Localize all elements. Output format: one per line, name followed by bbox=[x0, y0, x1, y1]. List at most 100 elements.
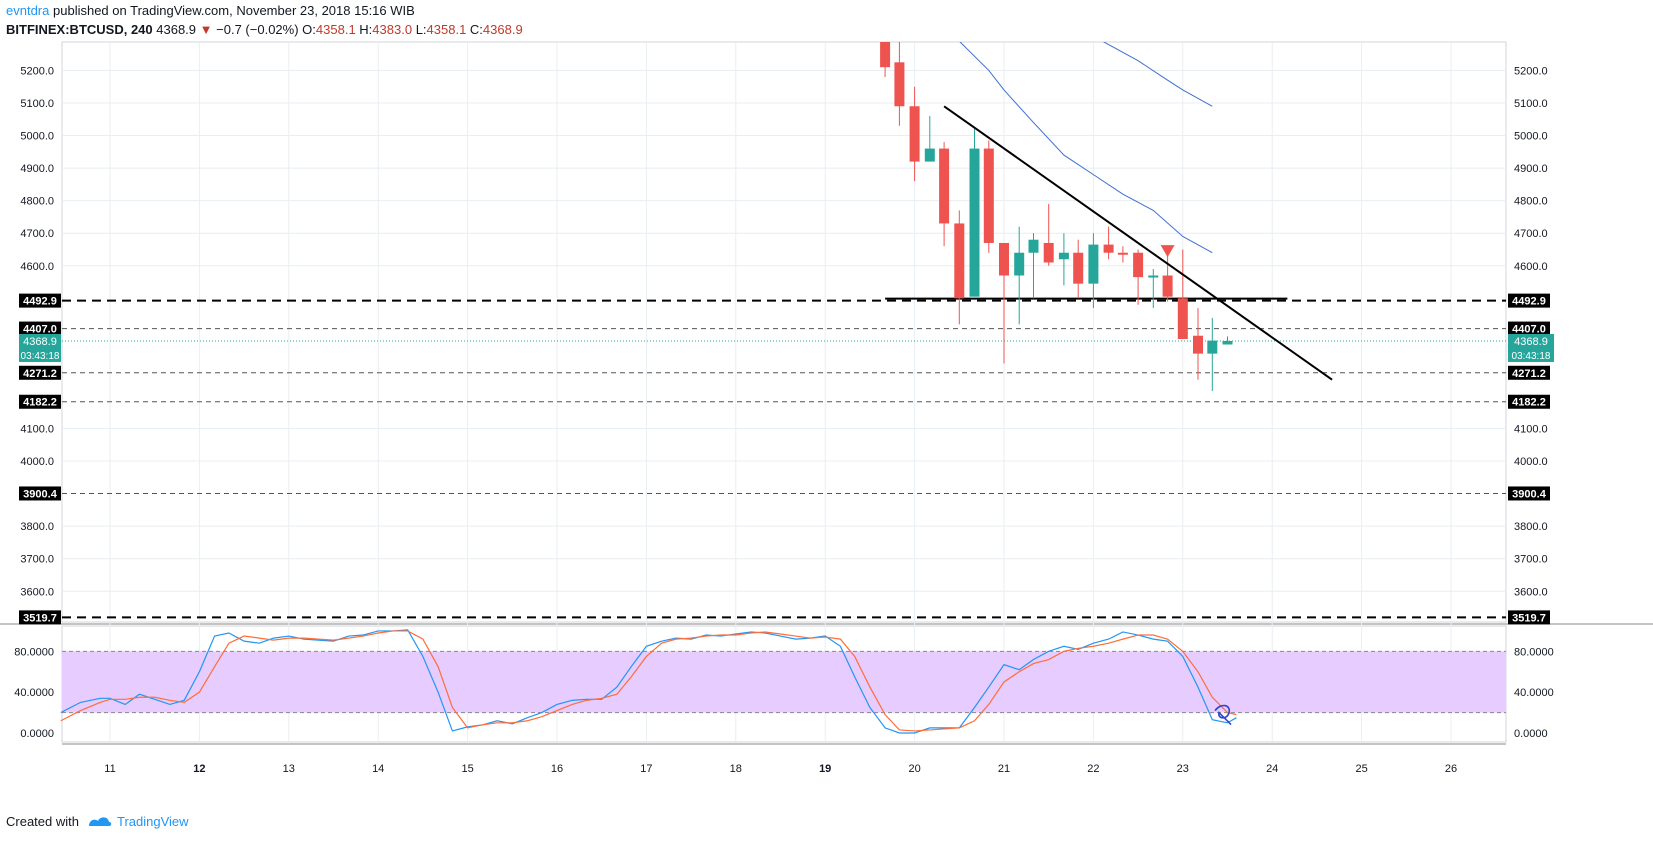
candle-body bbox=[1014, 252, 1025, 276]
last-price-tag-left bbox=[19, 333, 61, 362]
author-link[interactable]: evntdra bbox=[6, 3, 50, 18]
last-price-tag-right bbox=[1508, 333, 1554, 362]
osc-tick-label-left: 40.0000 bbox=[14, 687, 54, 699]
candle-body bbox=[1058, 252, 1069, 260]
candle-body bbox=[1088, 244, 1099, 284]
x-tick-label: 14 bbox=[372, 763, 384, 775]
last-value: 4368.9 bbox=[156, 22, 197, 37]
y-tick-label-left: 4800.0 bbox=[20, 196, 54, 208]
candle-body bbox=[1148, 275, 1159, 278]
countdown-label-left: 03:43:18 bbox=[21, 351, 60, 362]
x-tick-label: 22 bbox=[1087, 763, 1099, 775]
publication-line: evntdra published on TradingView.com, No… bbox=[6, 3, 415, 18]
symbol-label[interactable]: BITFINEX:BTCUSD, 240 bbox=[6, 22, 153, 37]
annotation-curve bbox=[1214, 704, 1232, 726]
y-tick-label-left: 4600.0 bbox=[20, 261, 54, 273]
level-label-left: 4271.2 bbox=[23, 368, 57, 380]
osc-tick-label-right: 40.0000 bbox=[1514, 687, 1554, 699]
y-tick-label-right: 4700.0 bbox=[1514, 228, 1548, 240]
level-tag-left bbox=[19, 486, 61, 501]
candle-body bbox=[969, 148, 980, 297]
level-label-right: 4271.2 bbox=[1512, 368, 1546, 380]
level-label-right: 3900.4 bbox=[1512, 488, 1547, 500]
y-tick-label-left: 3700.0 bbox=[20, 554, 54, 566]
y-tick-label-left: 5100.0 bbox=[20, 98, 54, 110]
y-tick-label-left: 4000.0 bbox=[20, 456, 54, 468]
y-tick-label-right: 4000.0 bbox=[1514, 456, 1548, 468]
candle-body bbox=[999, 242, 1009, 276]
tradingview-brand-link[interactable]: TradingView bbox=[116, 814, 189, 829]
footer: Created with TradingView bbox=[6, 814, 189, 831]
published-text: published on TradingView.com, November 2… bbox=[53, 3, 415, 18]
y-tick-label-right: 5100.0 bbox=[1514, 98, 1548, 110]
down-arrow-icon: ▼ bbox=[199, 22, 213, 37]
y-tick-label-right: 3600.0 bbox=[1514, 586, 1548, 598]
y-tick-label-left: 4900.0 bbox=[20, 163, 54, 175]
low-label: L: bbox=[415, 22, 427, 37]
x-tick-label: 25 bbox=[1355, 763, 1367, 775]
trendline bbox=[943, 105, 1333, 381]
y-tick-label-left: 4100.0 bbox=[20, 424, 54, 436]
level-label-left: 4182.2 bbox=[23, 397, 57, 409]
y-tick-label-right: 4600.0 bbox=[1514, 261, 1548, 273]
high-value: 4383.0 bbox=[372, 22, 413, 37]
candle-body bbox=[1207, 340, 1218, 354]
candle-body bbox=[1073, 252, 1084, 284]
last-price-label-left: 4368.9 bbox=[23, 336, 57, 348]
close-value: 4368.9 bbox=[482, 22, 523, 37]
y-tick-label-right: 4800.0 bbox=[1514, 196, 1548, 208]
x-tick-label: 20 bbox=[908, 763, 920, 775]
high-label: H: bbox=[359, 22, 373, 37]
close-label: C: bbox=[469, 22, 483, 37]
moving-average-1 bbox=[959, 42, 1213, 254]
symbol-legend: BITFINEX:BTCUSD, 240 4368.9 ▼ −0.7 (−0.0… bbox=[6, 22, 523, 37]
osc-tick-label-right: 80.0000 bbox=[1514, 646, 1554, 658]
candle-body bbox=[1117, 252, 1128, 255]
x-tick-label: 19 bbox=[819, 763, 831, 775]
candle-body bbox=[909, 106, 920, 162]
level-tag-right bbox=[1508, 365, 1550, 380]
level-label-right: 4407.0 bbox=[1512, 324, 1546, 336]
y-tick-label-right: 3700.0 bbox=[1514, 554, 1548, 566]
candle-body bbox=[954, 223, 965, 299]
stoch-k-line bbox=[60, 629, 1237, 734]
level-tag-right bbox=[1508, 610, 1550, 625]
y-tick-label-right: 5200.0 bbox=[1514, 65, 1548, 77]
level-label-left: 3900.4 bbox=[23, 488, 58, 500]
candle-body bbox=[1133, 252, 1144, 278]
level-tag-left bbox=[19, 394, 61, 409]
candle-body bbox=[1192, 335, 1203, 354]
level-label-right: 4182.2 bbox=[1512, 397, 1546, 409]
x-tick-label: 23 bbox=[1177, 763, 1189, 775]
created-with-text: Created with bbox=[6, 814, 79, 829]
open-value: 4358.1 bbox=[315, 22, 356, 37]
candle-body bbox=[894, 62, 905, 107]
y-tick-label-left: 5200.0 bbox=[20, 65, 54, 77]
candle-body bbox=[1028, 239, 1039, 253]
y-tick-label-left: 4700.0 bbox=[20, 228, 54, 240]
osc-tick-label-left: 0.0000 bbox=[20, 728, 54, 740]
countdown-label-right: 03:43:18 bbox=[1512, 351, 1551, 362]
y-tick-label-right: 5000.0 bbox=[1514, 131, 1548, 143]
candle-body bbox=[1162, 275, 1173, 297]
sell-marker-icon bbox=[1160, 245, 1175, 258]
change-value: −0.7 (−0.02%) bbox=[216, 22, 299, 37]
x-tick-label: 21 bbox=[998, 763, 1010, 775]
candle-body bbox=[1103, 244, 1114, 253]
level-tag-right bbox=[1508, 394, 1550, 409]
y-tick-label-right: 4900.0 bbox=[1514, 163, 1548, 175]
y-tick-label-right: 4100.0 bbox=[1514, 424, 1548, 436]
tradingview-logo-icon bbox=[87, 814, 113, 831]
level-label-right: 3519.7 bbox=[1512, 612, 1546, 624]
level-tag-left bbox=[19, 365, 61, 380]
candle-body bbox=[1177, 298, 1188, 339]
level-tag-left bbox=[19, 293, 61, 308]
x-tick-label: 11 bbox=[104, 763, 115, 775]
x-tick-label: 17 bbox=[640, 763, 652, 775]
x-tick-label: 16 bbox=[551, 763, 563, 775]
stoch-band bbox=[62, 651, 1506, 713]
level-tag-left bbox=[19, 321, 61, 336]
level-tag-left bbox=[19, 610, 61, 625]
x-tick-label: 13 bbox=[283, 763, 295, 775]
